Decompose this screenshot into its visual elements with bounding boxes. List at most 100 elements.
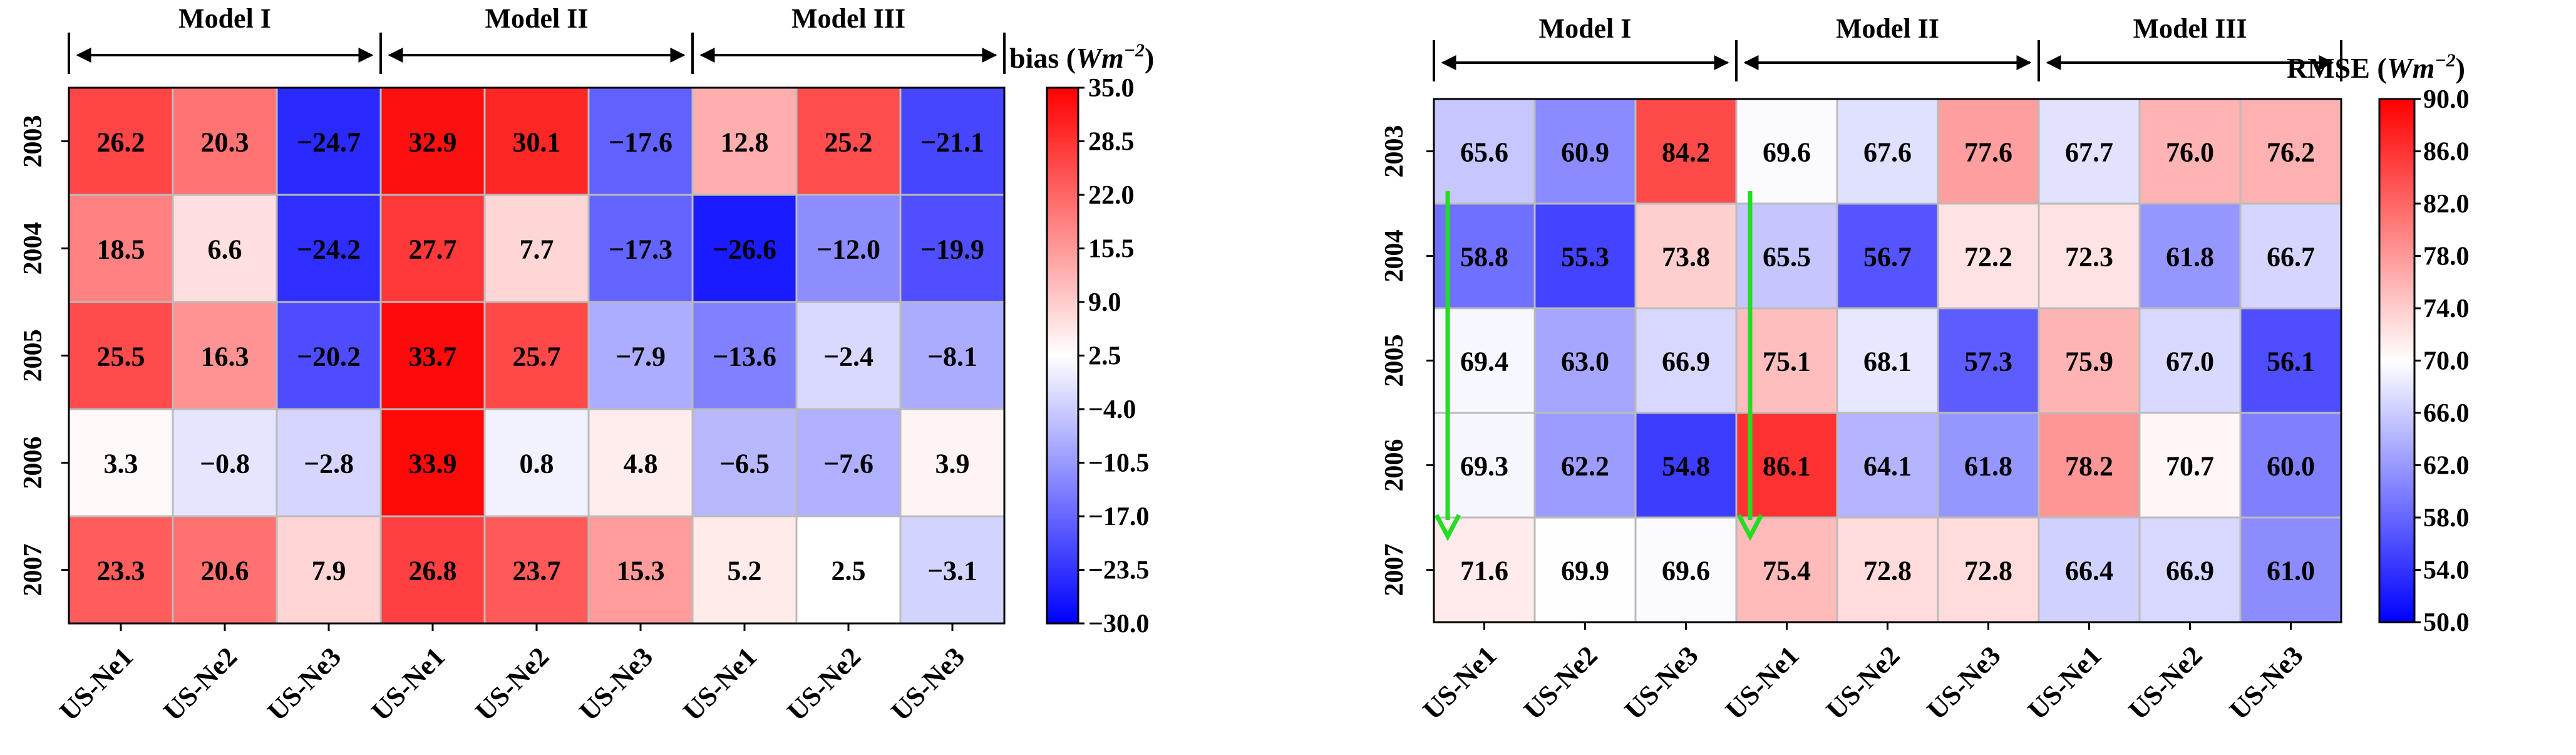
cell-value-label: 62.2 [1561, 451, 1609, 482]
heatmap-cell [2138, 412, 2242, 519]
cell-value-label: 69.4 [1460, 346, 1508, 377]
cell-value-label: 61.0 [2267, 556, 2315, 586]
cell-value-label: 76.2 [2267, 137, 2315, 168]
cell-value-label: 67.0 [2166, 346, 2214, 377]
cell-value-label: −24.7 [297, 127, 361, 158]
cell-value-label: 71.6 [1460, 556, 1508, 586]
colorbar-tick-label: −4.0 [1088, 395, 1136, 424]
cell-value-label: 25.2 [825, 127, 873, 158]
colorbar-tick-label: 90.0 [2423, 85, 2470, 114]
heatmap-cell [899, 194, 1006, 303]
colorbar-tick-label: 66.0 [2423, 399, 2470, 428]
cell-value-label: 75.1 [1763, 346, 1811, 377]
cell-value-label: 69.6 [1763, 137, 1811, 168]
cell-value-label: 27.7 [409, 234, 457, 265]
cell-value-label: −8.1 [927, 341, 977, 372]
heatmap-cell [899, 408, 1006, 518]
heatmap-cell [2138, 98, 2242, 205]
colorbar-tick-label: −30.0 [1088, 610, 1149, 638]
heatmap-cell [2038, 98, 2141, 205]
cell-value-label: 76.0 [2166, 137, 2214, 168]
heatmap-cell [2038, 412, 2141, 519]
cell-value-label: 66.9 [2166, 556, 2214, 586]
year-tick-label: 2006 [1380, 439, 1409, 492]
cell-value-label: −0.8 [200, 449, 250, 479]
year-tick-label: 2006 [19, 437, 48, 489]
year-tick-label: 2004 [1380, 230, 1409, 283]
heatmap-cell [68, 515, 174, 625]
heatmap-cell [379, 408, 486, 518]
cell-value-label: 84.2 [1662, 137, 1710, 168]
heatmap-cell [1533, 516, 1637, 623]
cell-value-label: 64.1 [1863, 451, 1912, 482]
heatmap-cell [1937, 307, 2040, 414]
heatmap-cell [1735, 98, 1838, 205]
cell-value-label: 56.7 [1863, 242, 1912, 273]
colorbar-tick-label: 15.5 [1088, 235, 1135, 264]
heatmap-cell [1634, 307, 1738, 414]
site-tick-label: US-Ne3 [261, 641, 347, 727]
heatmap-cell [795, 86, 902, 196]
site-tick-label: US-Ne2 [469, 641, 555, 727]
colorbar-tick-label: −10.5 [1088, 449, 1149, 478]
year-tick-label: 2003 [1380, 125, 1409, 178]
heatmap-cell [172, 408, 278, 518]
cell-value-label: −2.4 [823, 341, 873, 372]
heatmap-cell [1433, 412, 1536, 519]
heatmap-cell [1634, 516, 1738, 623]
heatmap-cell [1533, 202, 1637, 310]
cell-value-label: 69.9 [1561, 556, 1609, 586]
cell-value-label: 60.0 [2267, 451, 2315, 482]
heatmap-cell [1735, 202, 1838, 310]
cell-value-label: −3.1 [927, 556, 977, 586]
site-tick-label: US-Ne2 [781, 641, 867, 727]
site-tick-label: US-Ne2 [1518, 640, 1604, 726]
heatmap-cell [2038, 307, 2141, 414]
heatmap-cell [172, 86, 278, 196]
site-tick-label: US-Ne2 [157, 641, 243, 727]
cell-value-label: 25.7 [513, 341, 561, 372]
site-tick-label: US-Ne1 [365, 641, 451, 727]
cell-value-label: 32.9 [409, 127, 457, 158]
trend-arrow-head [1434, 514, 1461, 541]
heatmap-cell [2239, 307, 2342, 414]
cell-value-label: 67.6 [1863, 137, 1912, 168]
cell-value-label: 57.3 [1964, 346, 2012, 377]
cell-value-label: 61.8 [2166, 242, 2214, 273]
cell-value-label: 60.9 [1561, 137, 1609, 168]
colorbar-tick-label: 82.0 [2423, 190, 2470, 219]
model-header-label: Model I [1539, 13, 1632, 44]
bias-heatmap-panel: 26.2 20.3 −24.7 32.9 30.1 −17.6 12.8 25.2 −21.1 1… [19, 3, 1154, 727]
cell-value-label: 63.0 [1561, 346, 1609, 377]
heatmap-cell [899, 515, 1006, 625]
site-tick-label: US-Ne3 [573, 641, 659, 727]
cell-value-label: 66.4 [2065, 556, 2113, 586]
colorbar-tick-label: 62.0 [2423, 452, 2470, 481]
year-tick-label: 2003 [19, 115, 48, 168]
cell-value-label: 25.5 [97, 341, 145, 372]
rmse-heatmap-panel: 65.6 60.9 84.2 69.6 67.6 77.6 67.7 76.0 76.2 58.8… [1380, 13, 2470, 726]
cell-value-label: 26.2 [97, 127, 145, 158]
cell-value-label: 66.9 [1662, 346, 1710, 377]
site-tick-label: US-Ne3 [1619, 640, 1704, 726]
cell-value-label: 78.2 [2065, 451, 2113, 482]
heatmap-cell [379, 301, 486, 410]
heatmap-cell [2038, 202, 2141, 310]
heatmap-cell [1937, 516, 2040, 623]
cell-value-label: −20.2 [297, 341, 361, 372]
cell-value-label: −26.6 [713, 234, 776, 265]
cell-value-label: 7.9 [312, 556, 346, 586]
cell-value-label: −13.6 [713, 341, 776, 372]
trend-arrow-head [1736, 514, 1764, 541]
heatmap-cell [276, 194, 382, 303]
cell-value-label: 6.6 [208, 234, 242, 265]
cell-value-label: 72.2 [1964, 242, 2012, 273]
heatmap-cell [68, 301, 174, 410]
cell-value-label: −7.9 [616, 341, 666, 372]
cell-value-label: 86.1 [1763, 451, 1811, 482]
colorbar-tick-label: 54.0 [2423, 556, 2470, 585]
heatmap-cell [1533, 307, 1637, 414]
cell-value-label: −19.9 [920, 234, 984, 265]
colorbar-tick-label: 9.0 [1088, 288, 1121, 317]
heatmap-cell [587, 86, 694, 196]
